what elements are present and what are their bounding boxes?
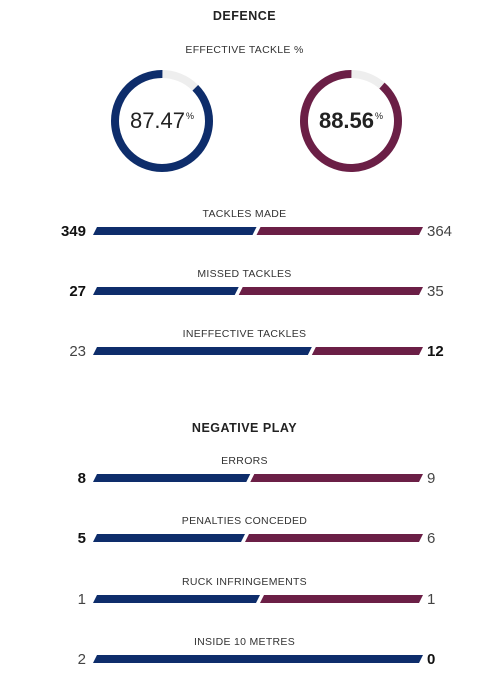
home-bar-segment (93, 347, 312, 355)
away-value: 364 (427, 223, 453, 240)
away-value: 35 (427, 283, 444, 300)
stat-penalties-conceded: PENALTIES CONCEDED 5 6 (0, 515, 489, 559)
home-bar-segment (93, 595, 260, 603)
stat-label: INEFFECTIVE TACKLES (182, 328, 307, 340)
comparison-bar (93, 534, 423, 542)
stat-label: PENALTIES CONCEDED (181, 515, 308, 527)
home-effective-tackle-donut: 87.47% (109, 68, 215, 174)
defence-section-title: DEFENCE (212, 9, 277, 23)
negative-play-section-title: NEGATIVE PLAY (191, 421, 298, 435)
home-donut-arc (111, 70, 213, 172)
away-value: 12 (427, 343, 444, 360)
comparison-bar (93, 655, 423, 663)
away-value: 0 (427, 651, 436, 668)
home-value: 1 (77, 591, 86, 608)
home-bar-segment (93, 227, 257, 235)
home-value: 8 (77, 470, 86, 487)
stat-label: ERRORS (221, 455, 268, 467)
home-value: 2 (77, 651, 86, 668)
away-value: 1 (427, 591, 436, 608)
stat-tackles-made: TACKLES MADE 349 364 (0, 208, 489, 252)
comparison-bar (93, 287, 423, 295)
home-value: 349 (60, 223, 86, 240)
stat-label: INSIDE 10 METRES (193, 636, 296, 648)
stat-label: RUCK INFRINGEMENTS (182, 576, 307, 588)
away-effective-tackle-donut: 88.56% (298, 68, 404, 174)
away-value: 6 (427, 530, 436, 547)
effective-tackle-label: EFFECTIVE TACKLE % (185, 44, 304, 56)
away-bar-segment (238, 287, 423, 295)
stat-ruck-infringements: RUCK INFRINGEMENTS 1 1 (0, 576, 489, 620)
away-bar-segment (250, 474, 423, 482)
comparison-bar (93, 227, 423, 235)
home-bar-segment (93, 655, 423, 663)
away-bar-segment (245, 534, 423, 542)
home-bar-segment (93, 287, 239, 295)
home-value: 27 (69, 283, 86, 300)
away-bar-segment (260, 595, 423, 603)
home-value: 5 (77, 530, 86, 547)
stat-missed-tackles: MISSED TACKLES 27 35 (0, 268, 489, 312)
away-effective-tackle-value: 88.56% (318, 108, 384, 133)
away-value: 9 (427, 470, 436, 487)
away-bar-segment (311, 347, 423, 355)
comparison-bar (93, 474, 423, 482)
stat-label: TACKLES MADE (202, 208, 287, 220)
home-value: 23 (69, 343, 86, 360)
home-effective-tackle-value: 87.47% (129, 108, 195, 133)
home-bar-segment (93, 534, 245, 542)
stat-label: MISSED TACKLES (197, 268, 292, 280)
stat-ineffective-tackles: INEFFECTIVE TACKLES 23 12 (0, 328, 489, 372)
away-bar-segment (256, 227, 423, 235)
stat-errors: ERRORS 8 9 (0, 455, 489, 499)
home-bar-segment (93, 474, 251, 482)
stat-inside-10-metres: INSIDE 10 METRES 2 0 (0, 636, 489, 680)
comparison-bar (93, 347, 423, 355)
comparison-bar (93, 595, 423, 603)
